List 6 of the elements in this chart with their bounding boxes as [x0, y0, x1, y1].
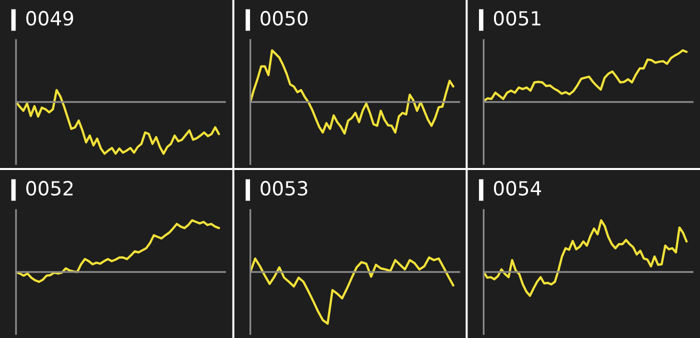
chart-title: 0051	[494, 10, 540, 26]
chart-title: 0054	[494, 180, 542, 196]
chart-title: 0052	[26, 180, 73, 196]
chart-title: 0049	[26, 10, 74, 26]
chart-title: 0053	[260, 180, 308, 196]
chart-title: 0050	[260, 10, 308, 26]
